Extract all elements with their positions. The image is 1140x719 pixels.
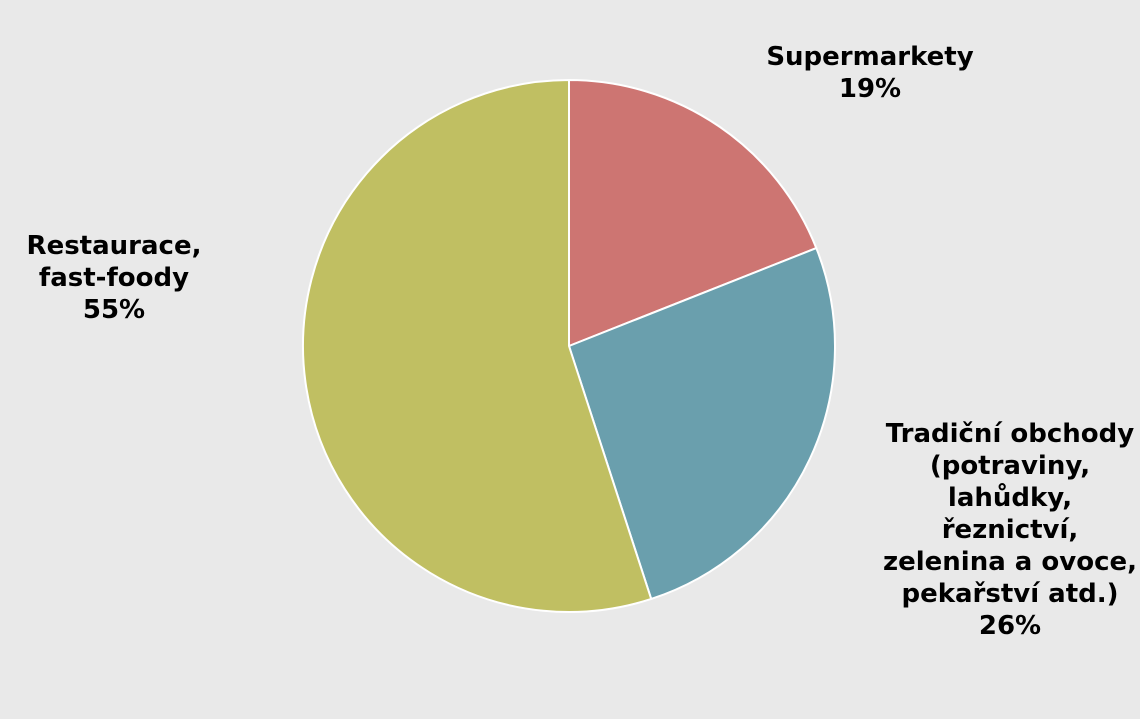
slice-label-text: Restaurace, fast-foody <box>26 231 202 293</box>
slice-label-percent: 19% <box>838 74 902 104</box>
slice-label-tradicni-obchody: Tradiční obchody (potraviny, lahůdky, ře… <box>880 386 1140 674</box>
slice-label-text: Supermarkety <box>766 42 974 72</box>
slice-label-percent: 55% <box>82 295 146 325</box>
slice-restaurace <box>302 78 653 613</box>
slice-label-supermarkety: Supermarkety 19% <box>700 9 1040 137</box>
slice-label-text: Tradiční obchody (potraviny, lahůdky, ře… <box>882 419 1138 609</box>
slice-supermarkety <box>568 78 818 348</box>
slice-label-restaurace: Restaurace, fast-foody 55% <box>0 198 228 358</box>
slice-tradicni-obchody <box>567 246 836 601</box>
slice-label-percent: 26% <box>978 611 1042 641</box>
